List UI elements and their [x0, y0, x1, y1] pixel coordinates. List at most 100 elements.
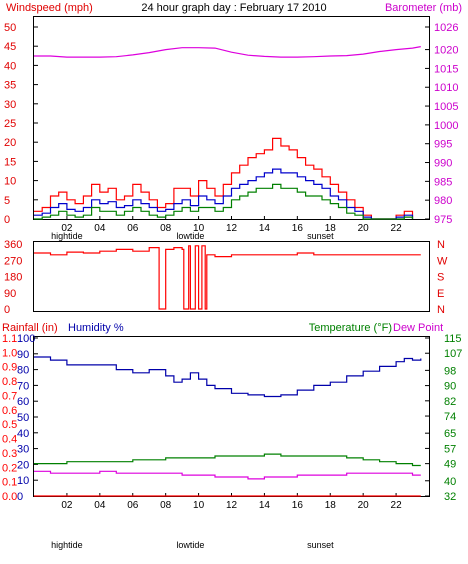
wind-ytick-10: 10 [4, 176, 16, 188]
x-tick-label-16: 16 [292, 500, 304, 511]
x-tick-label-22: 22 [391, 500, 403, 511]
rain-ytick-0.5: 0.5 [2, 419, 17, 431]
x-tick-label-08: 08 [160, 500, 172, 511]
rain-ytick-0.6: 0.6 [2, 405, 17, 417]
rain-ytick-0.1: 0.1 [2, 477, 17, 489]
series-wind_direction [34, 245, 421, 310]
humidity-axis-title: Humidity % [68, 322, 124, 334]
humidity-ytick-60: 60 [17, 396, 29, 408]
x-tick-label-20: 20 [358, 223, 370, 234]
temperature-axis-title: Temperature (°F) [309, 322, 392, 334]
rain-ytick-0.4: 0.4 [2, 434, 17, 446]
x-tick-label-20: 20 [358, 500, 370, 511]
x-tick-label-02: 02 [61, 223, 73, 234]
x-tick-label-06: 06 [127, 500, 139, 511]
x-tick-label-14: 14 [259, 500, 271, 511]
humidity-ytick-40: 40 [17, 428, 29, 440]
temp-ytick-40: 40 [444, 476, 456, 488]
series-humidity [34, 356, 422, 398]
series-barometer [34, 46, 421, 58]
baro-ytick-985: 985 [434, 176, 452, 188]
direction-label-3: E [437, 288, 444, 300]
direction-plot-frame [33, 241, 430, 312]
temp-ytick-65: 65 [444, 428, 456, 440]
temp-ytick-49: 49 [444, 459, 456, 471]
humidity-ytick-0: 0 [17, 491, 23, 503]
direction-label-0: N [437, 239, 445, 251]
wind-ytick-25: 25 [4, 118, 16, 130]
temp-ytick-98: 98 [444, 365, 456, 377]
humidity-plot-frame [33, 336, 430, 497]
baro-ytick-1020: 1020 [434, 45, 458, 57]
humidity-ytick-50: 50 [17, 412, 29, 424]
temp-ytick-90: 90 [444, 381, 456, 393]
wind-ytick-5: 5 [4, 195, 10, 207]
temp-ytick-107: 107 [444, 348, 462, 360]
humidity-ytick-30: 30 [17, 444, 29, 456]
direction-ytick-180: 180 [4, 272, 22, 284]
x-tick-label-14: 14 [259, 223, 271, 234]
humidity-ytick-10: 10 [17, 475, 29, 487]
humidity-ytick-20: 20 [17, 459, 29, 471]
baro-ytick-980: 980 [434, 195, 452, 207]
wind-ytick-20: 20 [4, 137, 16, 149]
x-event-sunset: sunset [307, 540, 334, 550]
wind-ytick-30: 30 [4, 99, 16, 111]
baro-ytick-1026: 1026 [434, 22, 458, 34]
x-tick-label-10: 10 [193, 500, 205, 511]
series-average [34, 168, 414, 220]
baro-ytick-1015: 1015 [434, 63, 458, 75]
wind-ytick-50: 50 [4, 22, 16, 34]
wind-ytick-35: 35 [4, 80, 16, 92]
direction-ytick-360: 360 [4, 239, 22, 251]
humidity-ytick-80: 80 [17, 365, 29, 377]
x-tick-label-16: 16 [292, 223, 304, 234]
rain-ytick-0.9: 0.9 [2, 362, 17, 374]
temp-ytick-57: 57 [444, 443, 456, 455]
direction-label-2: S [437, 272, 444, 284]
x-event-hightide: hightide [51, 231, 83, 241]
dewpoint-axis-title: Dew Point [393, 322, 443, 334]
x-tick-label-06: 06 [127, 223, 139, 234]
baro-axis-title: Barometer (mb) [385, 2, 462, 14]
baro-ytick-1010: 1010 [434, 82, 458, 94]
x-tick-label-12: 12 [226, 500, 238, 511]
x-tick-label-12: 12 [226, 223, 238, 234]
temp-ytick-32: 32 [444, 491, 456, 503]
direction-ytick-270: 270 [4, 255, 22, 267]
humidity-ytick-90: 90 [17, 349, 29, 361]
x-event-lowtide: lowtide [176, 540, 204, 550]
rain-ytick-0: 0.0 [2, 491, 17, 503]
baro-ytick-1005: 1005 [434, 101, 458, 113]
x-tick-label-04: 04 [94, 223, 106, 234]
humidity-ytick-100: 100 [17, 333, 35, 345]
direction-label-1: W [437, 255, 448, 267]
x-tick-label-22: 22 [391, 223, 403, 234]
baro-ytick-990: 990 [434, 158, 452, 170]
series-gust [34, 137, 414, 220]
rain-ytick-0.8: 0.8 [2, 376, 17, 388]
direction-ytick-0: 0 [4, 304, 10, 316]
wind-ytick-0: 0 [4, 214, 10, 226]
x-event-hightide: hightide [51, 540, 83, 550]
series-dewpoint [34, 470, 421, 480]
x-tick-label-08: 08 [160, 223, 172, 234]
series-temperature [34, 453, 421, 467]
rain-ytick-0.2: 0.2 [2, 462, 17, 474]
baro-ytick-975: 975 [434, 214, 452, 226]
chart-title: 24 hour graph day : February 17 2010 [141, 2, 326, 14]
x-event-sunset: sunset [307, 231, 334, 241]
wind-axis-title: Windspeed (mph) [6, 2, 93, 14]
wind-ytick-45: 45 [4, 41, 16, 53]
baro-ytick-1000: 1000 [434, 120, 458, 132]
rain-ytick-0.7: 0.7 [2, 390, 17, 402]
temp-ytick-82: 82 [444, 396, 456, 408]
x-tick-label-18: 18 [325, 223, 337, 234]
x-tick-label-18: 18 [325, 500, 337, 511]
rain-axis-title: Rainfall (in) [2, 322, 58, 334]
temp-ytick-115: 115 [444, 333, 462, 345]
x-tick-label-10: 10 [193, 223, 205, 234]
x-tick-label-04: 04 [94, 500, 106, 511]
